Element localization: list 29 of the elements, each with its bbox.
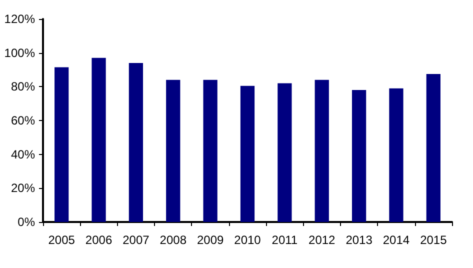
x-tick-label: 2008 <box>160 233 187 247</box>
bar <box>203 80 218 222</box>
x-tick-label: 2010 <box>234 233 262 247</box>
bar <box>92 58 106 222</box>
bar <box>278 83 292 222</box>
bar <box>389 88 404 222</box>
x-tick-label: 2005 <box>48 233 76 247</box>
x-tick-label: 2006 <box>85 233 112 247</box>
y-tick-label: 60% <box>10 114 36 128</box>
y-tick-label: 0% <box>18 215 36 229</box>
bar <box>166 80 180 222</box>
x-tick-label: 2007 <box>122 233 150 247</box>
x-tick-label: 2013 <box>346 233 373 247</box>
y-tick-label: 120% <box>4 12 36 26</box>
y-tick-label: 40% <box>10 147 36 162</box>
x-tick-label: 2015 <box>420 233 448 247</box>
x-tick-label: 2011 <box>272 233 298 247</box>
x-tick-label: 2012 <box>308 233 336 247</box>
y-tick-label: 20% <box>10 181 36 196</box>
bar <box>426 74 440 222</box>
bar <box>240 86 255 222</box>
x-tick-label: 2009 <box>196 233 224 247</box>
bar <box>128 62 144 222</box>
x-tick-label: 2014 <box>382 233 410 247</box>
y-tick-label: 80% <box>10 80 36 94</box>
y-tick-label: 100% <box>4 46 36 60</box>
bar <box>54 67 69 222</box>
bar <box>352 90 366 222</box>
bar <box>314 80 329 222</box>
